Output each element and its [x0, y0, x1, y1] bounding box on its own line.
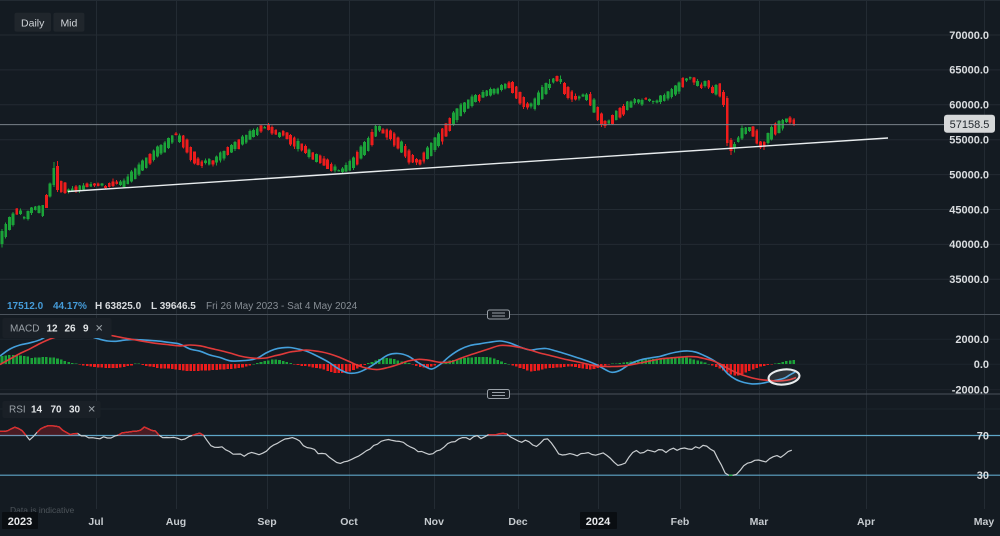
svg-text:2024: 2024 — [586, 516, 611, 528]
svg-text:12: 12 — [47, 324, 59, 335]
svg-text:45000.0: 45000.0 — [949, 204, 989, 216]
svg-text:Sep: Sep — [257, 516, 276, 528]
svg-text:0.0: 0.0 — [974, 359, 989, 371]
svg-text:2023: 2023 — [8, 516, 32, 528]
svg-text:Daily: Daily — [21, 17, 45, 29]
svg-text:2000.0: 2000.0 — [955, 334, 989, 346]
svg-text:30: 30 — [977, 470, 989, 482]
svg-text:9: 9 — [83, 324, 89, 335]
svg-text:70: 70 — [51, 405, 63, 416]
svg-text:Aug: Aug — [166, 516, 186, 528]
svg-text:May: May — [974, 516, 995, 528]
svg-text:70000.0: 70000.0 — [949, 30, 989, 42]
svg-text:✕: ✕ — [88, 405, 96, 416]
svg-text:Jul: Jul — [88, 516, 103, 528]
svg-text:Feb: Feb — [671, 516, 690, 528]
svg-text:17512.0: 17512.0 — [7, 301, 44, 312]
svg-text:57158.5: 57158.5 — [950, 119, 990, 131]
svg-text:H 63825.0: H 63825.0 — [95, 301, 142, 312]
svg-text:65000.0: 65000.0 — [949, 65, 989, 77]
svg-text:Mid: Mid — [60, 17, 77, 29]
svg-text:Oct: Oct — [340, 516, 358, 528]
svg-text:50000.0: 50000.0 — [949, 169, 989, 181]
svg-text:26: 26 — [65, 324, 77, 335]
svg-text:✕: ✕ — [95, 324, 103, 335]
svg-text:Nov: Nov — [424, 516, 444, 528]
svg-text:Mar: Mar — [750, 516, 769, 528]
svg-text:MACD: MACD — [10, 324, 39, 335]
svg-text:14: 14 — [31, 405, 43, 416]
svg-text:Fri 26 May 2023 - Sat 4 May 20: Fri 26 May 2023 - Sat 4 May 2024 — [206, 301, 358, 312]
svg-text:35000.0: 35000.0 — [949, 274, 989, 286]
svg-text:55000.0: 55000.0 — [949, 135, 989, 147]
svg-text:-2000.0: -2000.0 — [952, 384, 989, 396]
svg-text:60000.0: 60000.0 — [949, 100, 989, 112]
svg-text:L 39646.5: L 39646.5 — [151, 301, 196, 312]
svg-text:70: 70 — [977, 430, 989, 442]
svg-text:40000.0: 40000.0 — [949, 239, 989, 251]
svg-text:44.17%: 44.17% — [53, 301, 87, 312]
svg-text:30: 30 — [69, 405, 81, 416]
svg-text:RSI: RSI — [9, 405, 26, 416]
svg-text:Dec: Dec — [508, 516, 527, 528]
svg-text:Apr: Apr — [857, 516, 875, 528]
